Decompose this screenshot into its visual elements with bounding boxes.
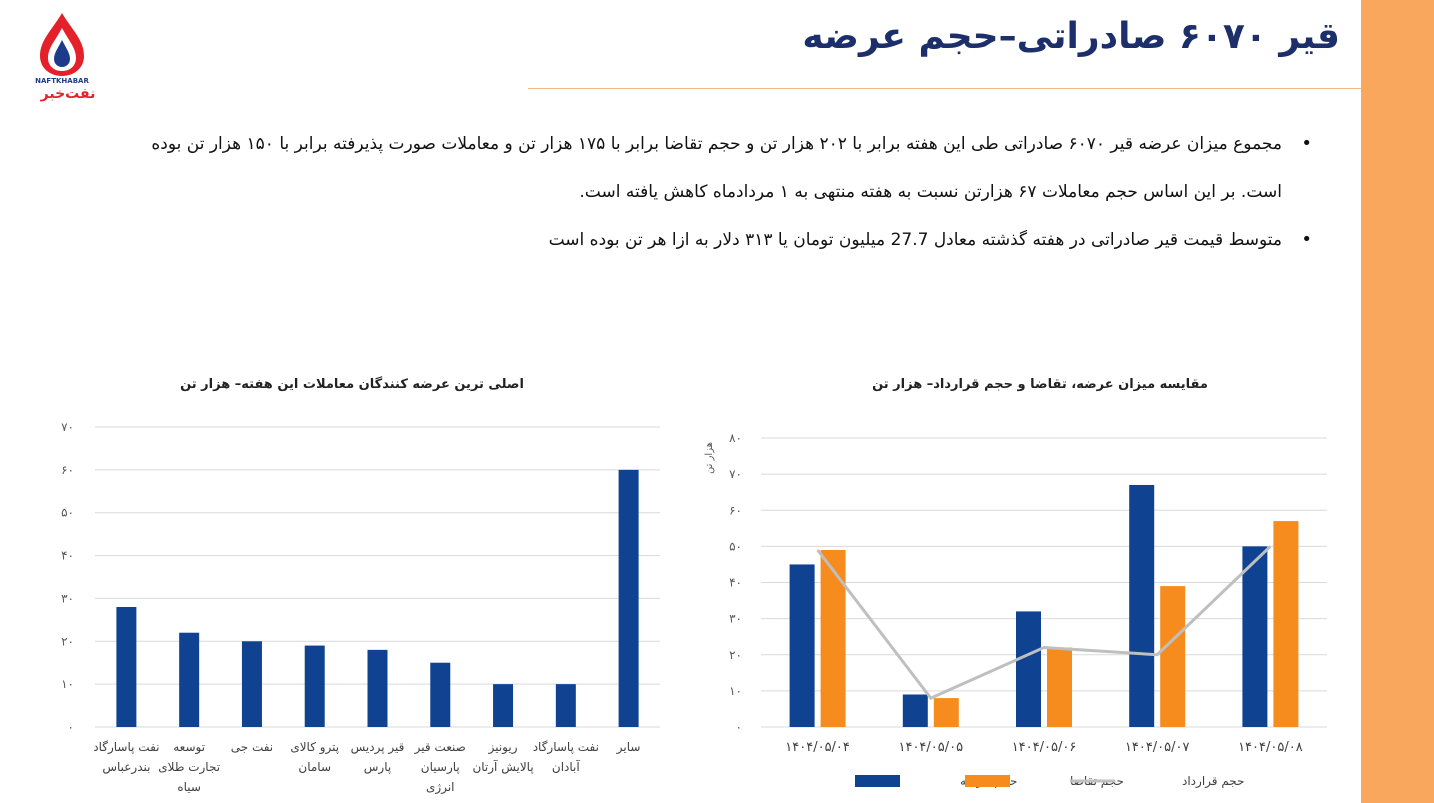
- legend-swatch: [965, 775, 1010, 787]
- bar: [933, 698, 959, 727]
- x-tick-label: ۱۴۰۴/۰۵/۰۸: [1238, 740, 1303, 755]
- x-tick-label: ۱۴۰۴/۰۵/۰۴: [785, 740, 850, 755]
- y-tick-label: ۵۰: [61, 506, 74, 520]
- x-tick-label: صنعت قیر: [414, 740, 466, 755]
- y-tick-label: ۶۰: [61, 463, 74, 477]
- y-tick-label: ۱۰: [729, 684, 742, 698]
- y-tick-label: ۷۰: [61, 420, 74, 434]
- bar: [618, 469, 639, 727]
- y-tick-label: ۵۰: [729, 539, 742, 553]
- bar: [820, 549, 846, 727]
- bar: [304, 645, 325, 727]
- legend-swatch: [855, 775, 900, 787]
- y-tick-label: ۴۰: [729, 576, 742, 590]
- naftkhabar-logo: NAFTKHABAR نفت‌خبر: [22, 10, 102, 102]
- bar: [241, 641, 262, 727]
- y-tick-label: ۷۰: [729, 467, 742, 481]
- bar: [430, 662, 451, 727]
- x-tick-label: نفت جی: [231, 740, 273, 754]
- legend-label: حجم قرارداد: [1182, 774, 1244, 789]
- chart1-title: اصلی ترین عرضه کنندگان معاملات این هفته–…: [180, 377, 524, 392]
- bullet-item: متوسط قیمت قیر صادراتی در هفته گذشته معا…: [130, 216, 1320, 264]
- x-tick-label: بندرعباس: [102, 760, 150, 775]
- bar: [179, 632, 200, 727]
- y-tick-label: ۰: [736, 720, 742, 734]
- x-tick-label: ۱۴۰۴/۰۵/۰۵: [898, 740, 963, 755]
- bar: [493, 684, 514, 727]
- x-tick-label: پارس: [364, 760, 391, 775]
- bar: [1160, 586, 1186, 727]
- y-axis-label: هزار تن: [704, 442, 715, 474]
- bar: [367, 649, 388, 727]
- chart2-title: مقایسه میزان عرضه، تقاضا و حجم قرارداد– …: [872, 377, 1208, 392]
- bar: [555, 684, 576, 727]
- y-tick-label: ۴۰: [61, 549, 74, 563]
- bar: [1273, 521, 1299, 727]
- y-tick-label: ۶۰: [729, 503, 742, 517]
- x-tick-label: ۱۴۰۴/۰۵/۰۷: [1125, 740, 1190, 755]
- y-tick-label: ۲۰: [729, 648, 742, 662]
- bar: [116, 607, 137, 727]
- y-tick-label: ۸۰: [729, 431, 742, 445]
- x-tick-label: توسعه: [173, 740, 205, 755]
- x-tick-label: سایر: [616, 740, 641, 755]
- x-tick-label: نفت پاسارگاد: [533, 740, 599, 755]
- x-tick-label: پالایش آرتان: [472, 759, 533, 775]
- x-tick-label: تجارت طلای: [158, 760, 220, 775]
- x-tick-label: آبادان: [552, 759, 580, 774]
- x-tick-label: پترو کالای: [290, 740, 339, 755]
- bar: [1129, 484, 1155, 727]
- suppliers-bar-chart: ۰ ۱۰ ۲۰ ۳۰ ۴۰ ۵۰ ۶۰ ۷۰ نفت پاسارگاد بندرعباس توسعه…: [61, 420, 660, 795]
- x-tick-label: پارسیان: [421, 760, 460, 775]
- y-tick-label: ۰: [68, 720, 74, 734]
- bullet-list: مجموع میزان عرضه قیر ۶۰۷۰ صادراتی طی این…: [130, 120, 1320, 264]
- y-tick-label: ۳۰: [729, 612, 742, 626]
- logo-text: NAFTKHABAR: [35, 77, 89, 85]
- bullet-item: مجموع میزان عرضه قیر ۶۰۷۰ صادراتی طی این…: [130, 120, 1320, 216]
- y-tick-label: ۳۰: [61, 591, 74, 605]
- x-tick-label: ۱۴۰۴/۰۵/۰۶: [1012, 740, 1077, 755]
- x-tick-label: نفت پاسارگاد: [93, 740, 159, 755]
- x-tick-label: قیر پردیس: [351, 740, 405, 755]
- bar: [1016, 611, 1041, 727]
- supply-demand-chart: ۰ ۱۰ ۲۰ ۳۰ ۴۰ ۵۰ ۶۰ ۷۰ ۸۰ هزار تن ۱۴۰۴/۰۵/۰۴ ۱۴۰۴/۰…: [704, 431, 1327, 789]
- logo-text-fa: نفت‌خبر: [40, 86, 96, 102]
- x-tick-label: سامان: [298, 760, 331, 774]
- bar: [1242, 546, 1268, 727]
- accent-sidebar: [1361, 0, 1434, 803]
- x-tick-label: ریونیز: [488, 740, 518, 755]
- bar: [789, 564, 815, 727]
- x-tick-label: انرژی: [426, 780, 454, 795]
- page-title: قیر ۶۰۷۰ صادراتی–حجم عرضه: [802, 16, 1340, 57]
- title-divider: [528, 88, 1361, 89]
- y-tick-label: ۲۰: [61, 634, 74, 648]
- y-tick-label: ۱۰: [61, 677, 74, 691]
- line-series: [816, 545, 1272, 700]
- x-tick-label: سیاه: [177, 780, 201, 794]
- bar: [902, 694, 928, 727]
- bar: [1047, 647, 1072, 727]
